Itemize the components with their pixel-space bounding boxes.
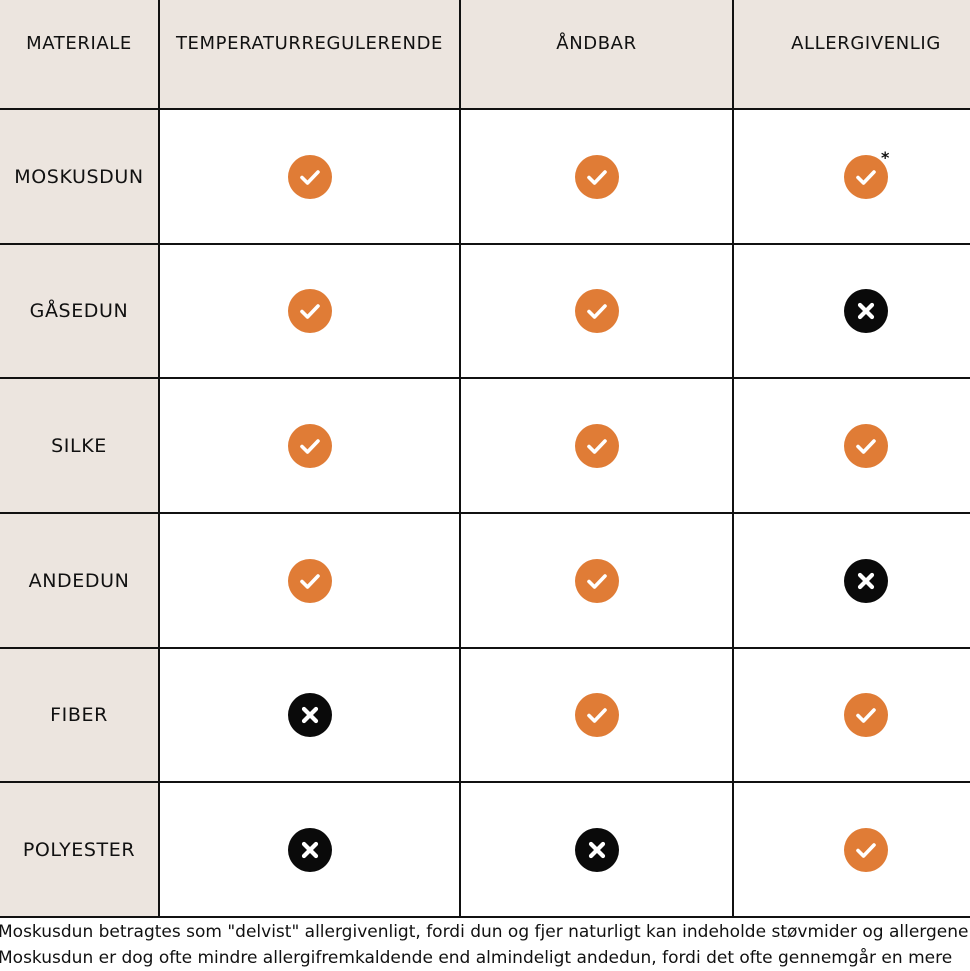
check-circle-icon — [844, 423, 888, 468]
footnote-line-2: Moskusdun er dog ofte mindre allergifrem… — [0, 948, 953, 968]
table-cell — [160, 649, 461, 783]
header-allergivenlig: ALLERGIVENLIG — [734, 0, 970, 110]
header-label: ALLERGIVENLIG — [791, 32, 941, 54]
x-circle-icon — [574, 827, 619, 872]
footnote-line-1: Moskusdun betragtes som "delvist" allerg… — [0, 922, 969, 942]
table-cell — [734, 245, 970, 379]
row-label-gasedun: GÅSEDUN — [0, 245, 160, 379]
row-label-polyester: POLYESTER — [0, 783, 160, 918]
check-circle-icon — [287, 154, 332, 199]
header-label: MATERIALE — [26, 32, 132, 54]
footnote: Moskusdun betragtes som "delvist" allerg… — [0, 919, 970, 971]
table-cell — [160, 110, 461, 245]
table-cell — [734, 379, 970, 514]
check-circle-icon — [574, 558, 619, 603]
header-label: ÅNDBAR — [556, 32, 637, 54]
x-circle-icon — [287, 827, 332, 872]
table-cell — [734, 514, 970, 649]
table-cell — [160, 783, 461, 918]
table-cell — [160, 514, 461, 649]
header-temperaturregulerende: TEMPERATURREGULERENDE — [160, 0, 461, 110]
table-cell — [461, 783, 734, 918]
check-circle-icon — [287, 558, 332, 603]
table-cell — [160, 379, 461, 514]
check-circle-icon — [574, 693, 619, 737]
table-cell: * — [734, 110, 970, 245]
header-andbar: ÅNDBAR — [461, 0, 734, 110]
row-label-moskusdun: MOSKUSDUN — [0, 110, 160, 245]
table-cell — [160, 245, 461, 379]
check-circle-icon — [844, 827, 888, 872]
material-name: SILKE — [51, 434, 107, 457]
table-cell — [461, 245, 734, 379]
check-circle-icon — [287, 423, 332, 468]
table-cell — [461, 649, 734, 783]
check-circle-icon — [574, 154, 619, 199]
x-circle-icon — [844, 558, 888, 603]
comparison-table: MATERIALE TEMPERATURREGULERENDE ÅNDBAR A… — [0, 0, 970, 918]
row-label-silke: SILKE — [0, 379, 160, 514]
table-cell — [461, 514, 734, 649]
check-circle-icon — [574, 423, 619, 468]
row-label-andedun: ANDEDUN — [0, 514, 160, 649]
material-name: ANDEDUN — [28, 569, 130, 592]
material-name: MOSKUSDUN — [14, 165, 144, 188]
header-label: TEMPERATURREGULERENDE — [175, 32, 444, 54]
material-name: POLYESTER — [22, 838, 136, 861]
material-name: FIBER — [50, 704, 108, 726]
x-circle-icon — [844, 289, 888, 333]
table-cell — [734, 649, 970, 783]
material-name: GÅSEDUN — [29, 300, 129, 322]
check-circle-icon — [574, 289, 619, 333]
row-label-fiber: FIBER — [0, 649, 160, 783]
check-circle-icon — [844, 154, 888, 199]
check-circle-icon — [844, 693, 888, 737]
asterisk-note-marker: * — [881, 148, 890, 167]
table-cell — [734, 783, 970, 918]
header-materiale: MATERIALE — [0, 0, 160, 110]
table-cell — [461, 379, 734, 514]
check-circle-icon — [287, 289, 332, 333]
table-cell — [461, 110, 734, 245]
x-circle-icon — [287, 693, 332, 737]
